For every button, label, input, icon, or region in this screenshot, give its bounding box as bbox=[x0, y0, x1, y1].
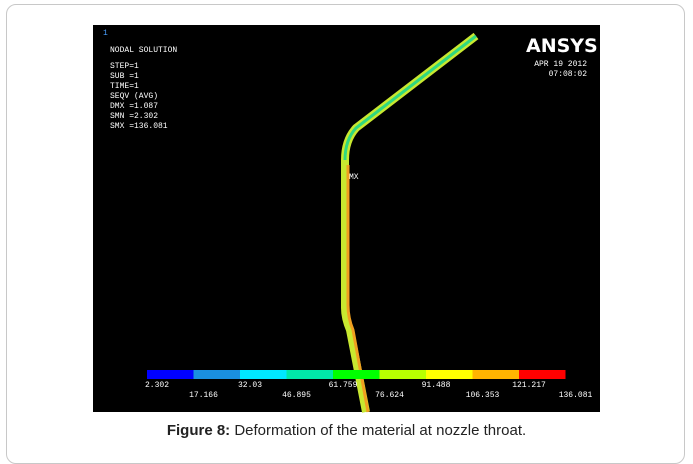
legend-band bbox=[473, 370, 520, 379]
legend-band bbox=[194, 370, 241, 379]
info-line: SMX =136.081 bbox=[110, 122, 168, 131]
legend-band bbox=[426, 370, 473, 379]
figure-image: 1 MX ANSYS APR 19 2012 07:08:02 NODAL SO… bbox=[0, 0, 693, 420]
info-line: TIME=1 bbox=[110, 82, 139, 91]
info-line: NODAL SOLUTION bbox=[110, 46, 177, 55]
legend-band bbox=[287, 370, 334, 379]
ansys-logo: ANSYS bbox=[526, 35, 598, 57]
legend-band bbox=[380, 370, 427, 379]
viewport-number: 1 bbox=[103, 29, 108, 38]
legend-band bbox=[147, 370, 194, 379]
info-line: SMN =2.302 bbox=[110, 112, 158, 121]
caption-text: Deformation of the material at nozzle th… bbox=[234, 422, 526, 439]
legend-label: 61.759 bbox=[329, 381, 358, 390]
date: APR 19 2012 bbox=[534, 60, 587, 69]
legend-band bbox=[333, 370, 380, 379]
info-line: STEP=1 bbox=[110, 62, 139, 71]
legend-label: 76.624 bbox=[375, 391, 404, 400]
info-line: SUB =1 bbox=[110, 72, 139, 81]
legend-band bbox=[240, 370, 287, 379]
page: 1 MX ANSYS APR 19 2012 07:08:02 NODAL SO… bbox=[0, 0, 693, 450]
info-line: DMX =1.087 bbox=[110, 102, 158, 111]
legend-label: 121.217 bbox=[512, 381, 546, 390]
legend-label: 32.03 bbox=[238, 381, 262, 390]
caption-label: Figure 8: bbox=[167, 422, 230, 439]
legend-band bbox=[519, 370, 566, 379]
legend-label: 91.488 bbox=[422, 381, 451, 390]
max-marker: MX bbox=[349, 173, 359, 182]
legend-label: 106.353 bbox=[466, 391, 500, 400]
legend-label: 2.302 bbox=[145, 381, 169, 390]
info-line: SEQV (AVG) bbox=[110, 92, 158, 101]
time: 07:08:02 bbox=[549, 70, 588, 79]
legend-label: 136.081 bbox=[559, 391, 593, 400]
caption: Figure 8: Deformation of the material at… bbox=[0, 422, 693, 439]
legend-label: 46.895 bbox=[282, 391, 311, 400]
legend-label: 17.166 bbox=[189, 391, 218, 400]
